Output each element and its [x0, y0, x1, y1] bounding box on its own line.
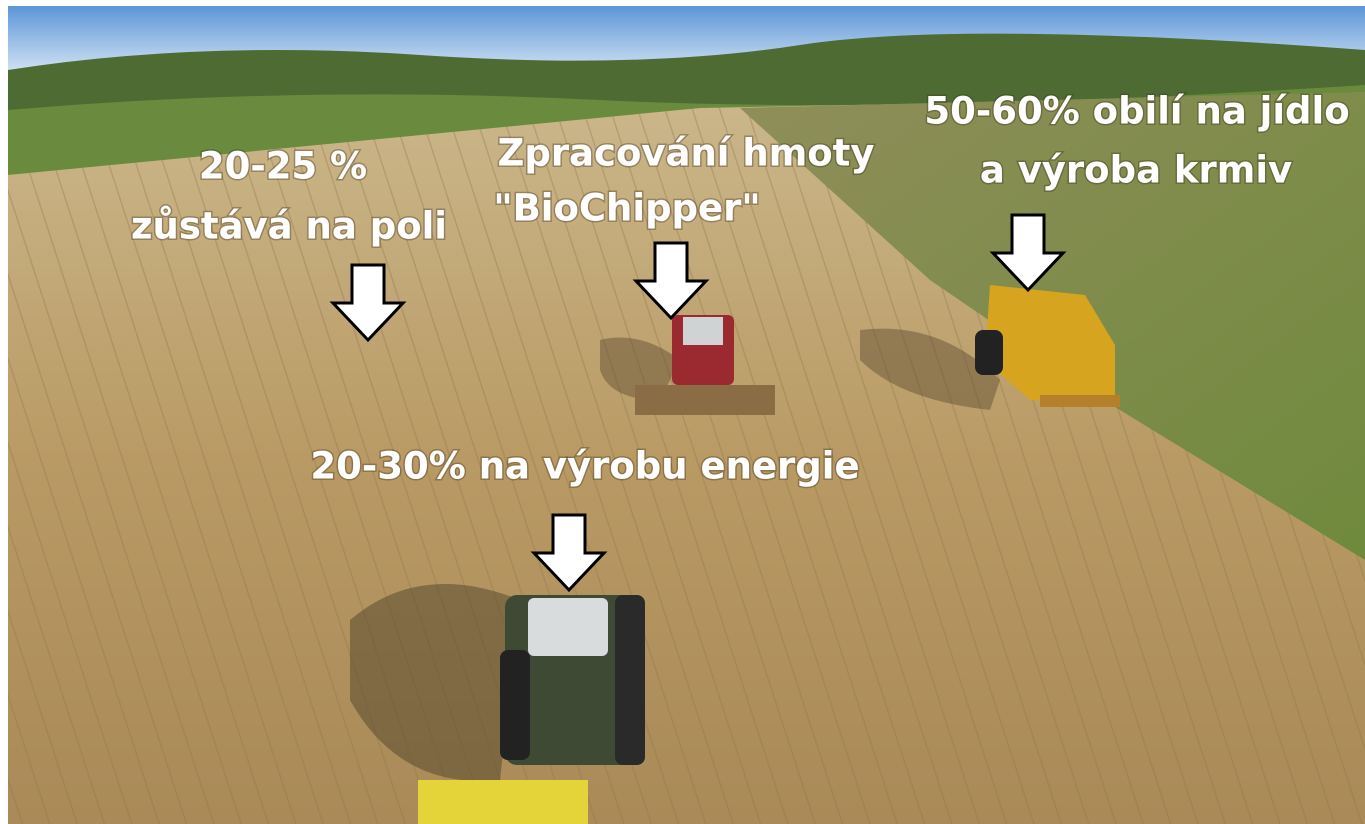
annotation: a výroba krmiv: [980, 149, 1292, 192]
annotation: Zpracování hmoty: [498, 132, 875, 175]
annotation: 50-60% obilí na jídlo: [924, 90, 1349, 133]
slide: 20-25 % zůstává na poli Zpracování hmoty…: [0, 0, 1365, 824]
annotation: 20-25 %: [199, 145, 367, 188]
annotation: "BioChipper": [493, 187, 760, 230]
annotation: 20-30% na výrobu energie: [310, 445, 859, 488]
annotation: zůstává na poli: [131, 205, 447, 248]
page: 20-25 % zůstává na poli Zpracování hmoty…: [0, 0, 1365, 824]
